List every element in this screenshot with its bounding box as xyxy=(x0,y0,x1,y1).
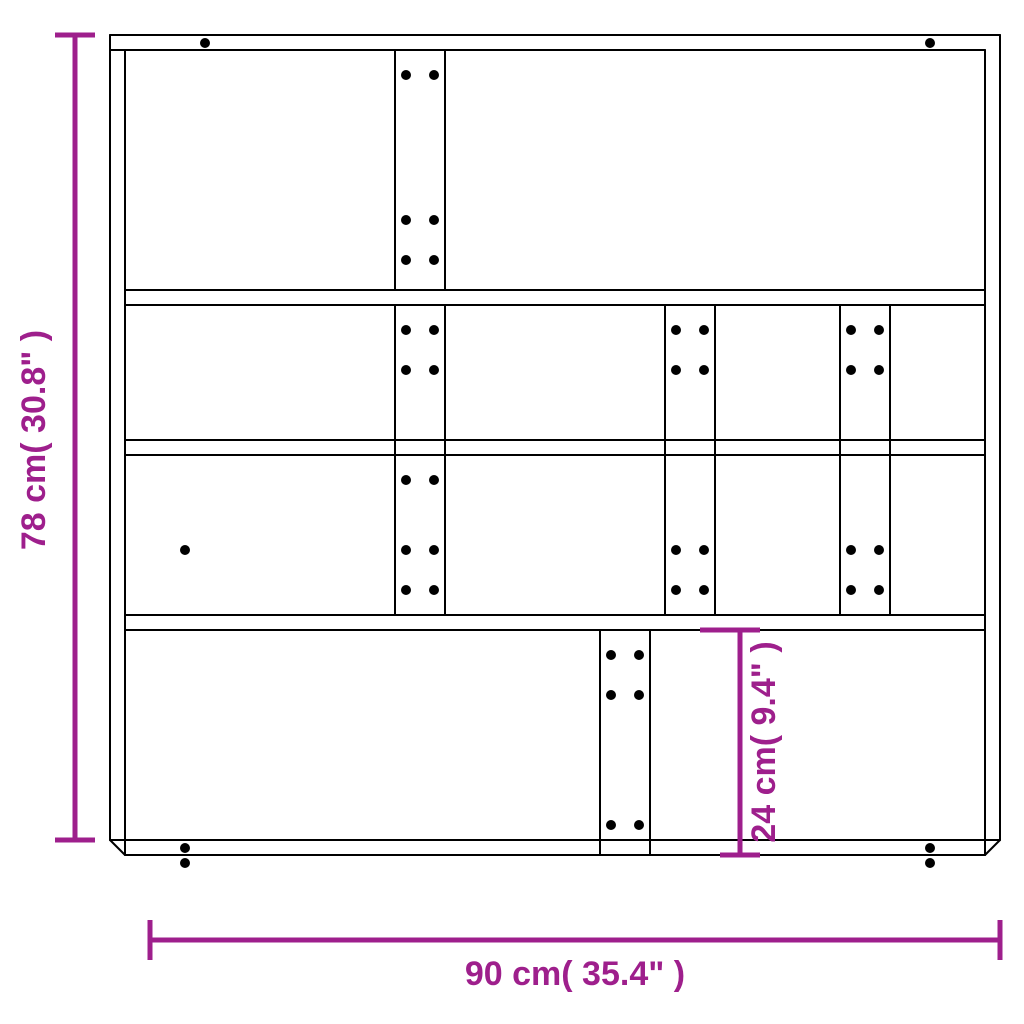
dimension-diagram: 78 cm( 30.8" ) 90 cm( 35.4" ) 24 cm( 9.4" … xyxy=(0,0,1024,1024)
dim-label-width: 90 cm( 35.4" ) xyxy=(465,955,685,993)
dim-label-inner: 24 cm( 9.4" ) xyxy=(745,641,783,842)
background xyxy=(0,0,1024,1024)
dim-label-height: 78 cm( 30.8" ) xyxy=(15,330,53,550)
